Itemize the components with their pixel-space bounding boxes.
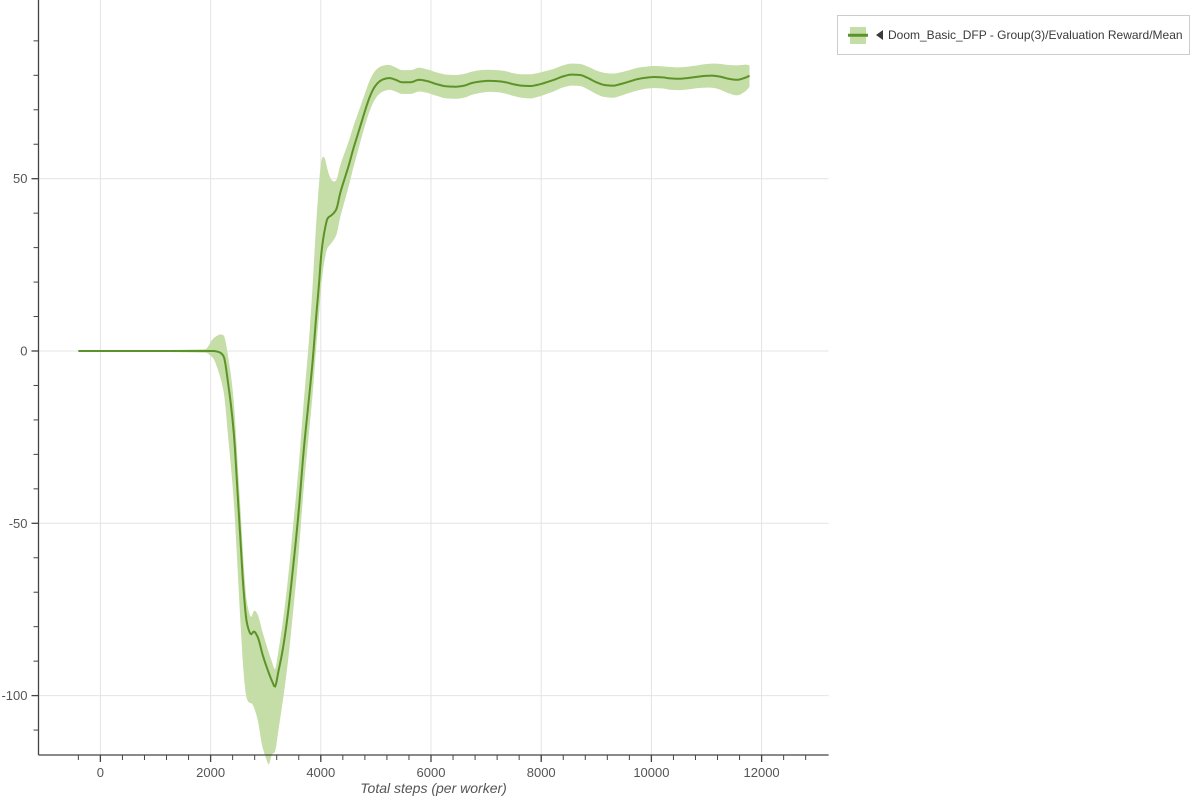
- svg-text:8000: 8000: [527, 765, 556, 780]
- svg-text:10000: 10000: [633, 765, 669, 780]
- svg-text:Total steps (per worker): Total steps (per worker): [360, 780, 507, 796]
- svg-text:50: 50: [13, 171, 27, 186]
- svg-text:-50: -50: [9, 516, 28, 531]
- svg-text:2000: 2000: [196, 765, 225, 780]
- svg-text:6000: 6000: [417, 765, 446, 780]
- svg-text:0: 0: [20, 344, 27, 359]
- svg-text:4000: 4000: [306, 765, 335, 780]
- svg-text:-100: -100: [1, 688, 27, 703]
- svg-text:0: 0: [97, 765, 104, 780]
- svg-text:12000: 12000: [744, 765, 780, 780]
